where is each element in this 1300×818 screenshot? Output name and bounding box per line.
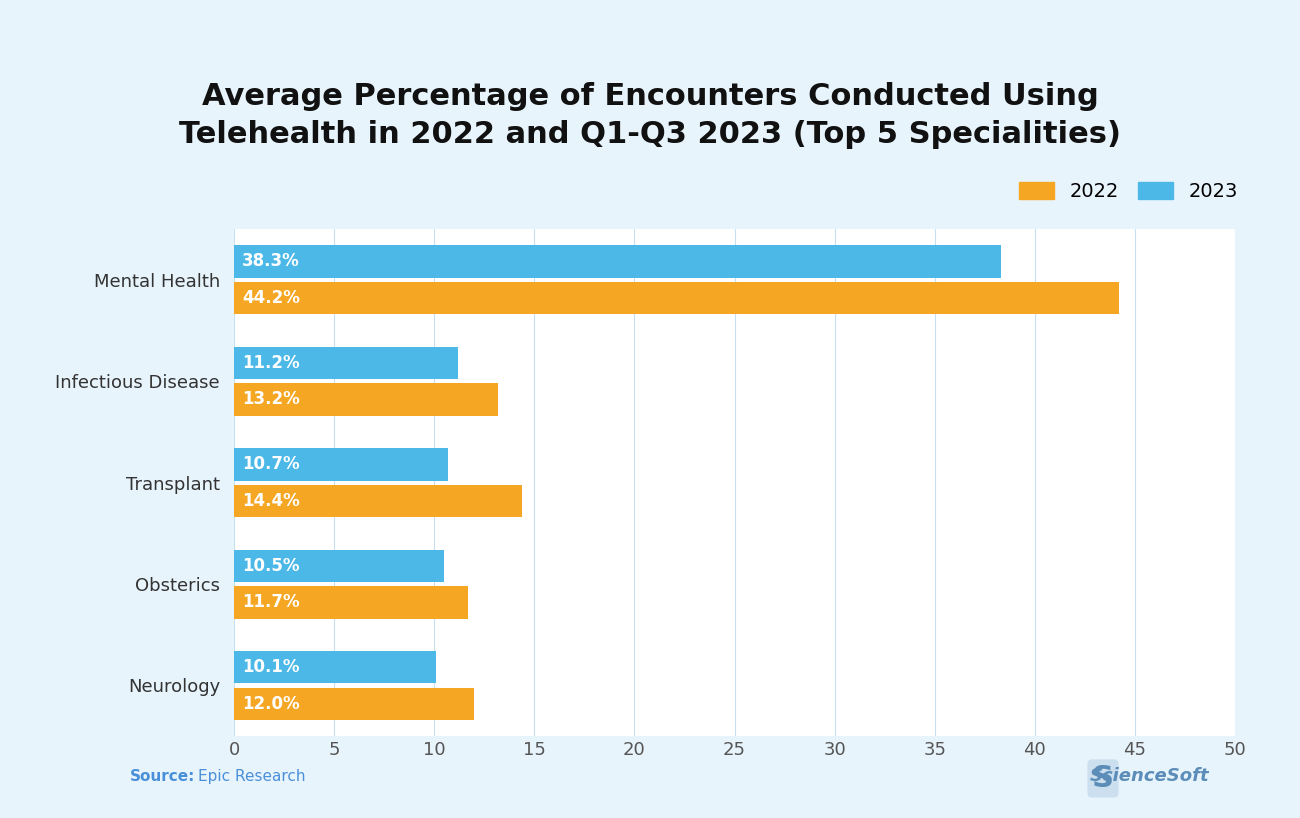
Text: 13.2%: 13.2% [242,390,300,408]
Bar [234,586,468,618]
Text: S: S [1092,764,1114,793]
Bar [234,383,498,416]
Text: 11.7%: 11.7% [242,593,299,611]
Text: 10.1%: 10.1% [242,658,299,676]
Text: 12.0%: 12.0% [242,694,299,712]
Text: 11.2%: 11.2% [242,354,299,372]
Text: ScienceSoft: ScienceSoft [1089,767,1209,785]
Legend: 2022, 2023: 2022, 2023 [1019,182,1239,201]
Text: 44.2%: 44.2% [242,289,300,307]
Bar [234,448,448,481]
Bar [234,347,458,380]
Bar [234,687,474,720]
Bar [234,281,1119,314]
Text: Source:: Source: [130,769,195,784]
Bar [234,484,523,517]
Text: Epic Research: Epic Research [198,769,306,784]
Bar [234,245,1001,278]
Text: 10.5%: 10.5% [242,557,299,575]
Bar [234,651,437,684]
Text: 38.3%: 38.3% [242,253,300,271]
Text: Average Percentage of Encounters Conducted Using
Telehealth in 2022 and Q1-Q3 20: Average Percentage of Encounters Conduct… [179,82,1121,149]
Text: 10.7%: 10.7% [242,456,299,474]
Text: 14.4%: 14.4% [242,492,300,510]
Bar [234,550,445,582]
